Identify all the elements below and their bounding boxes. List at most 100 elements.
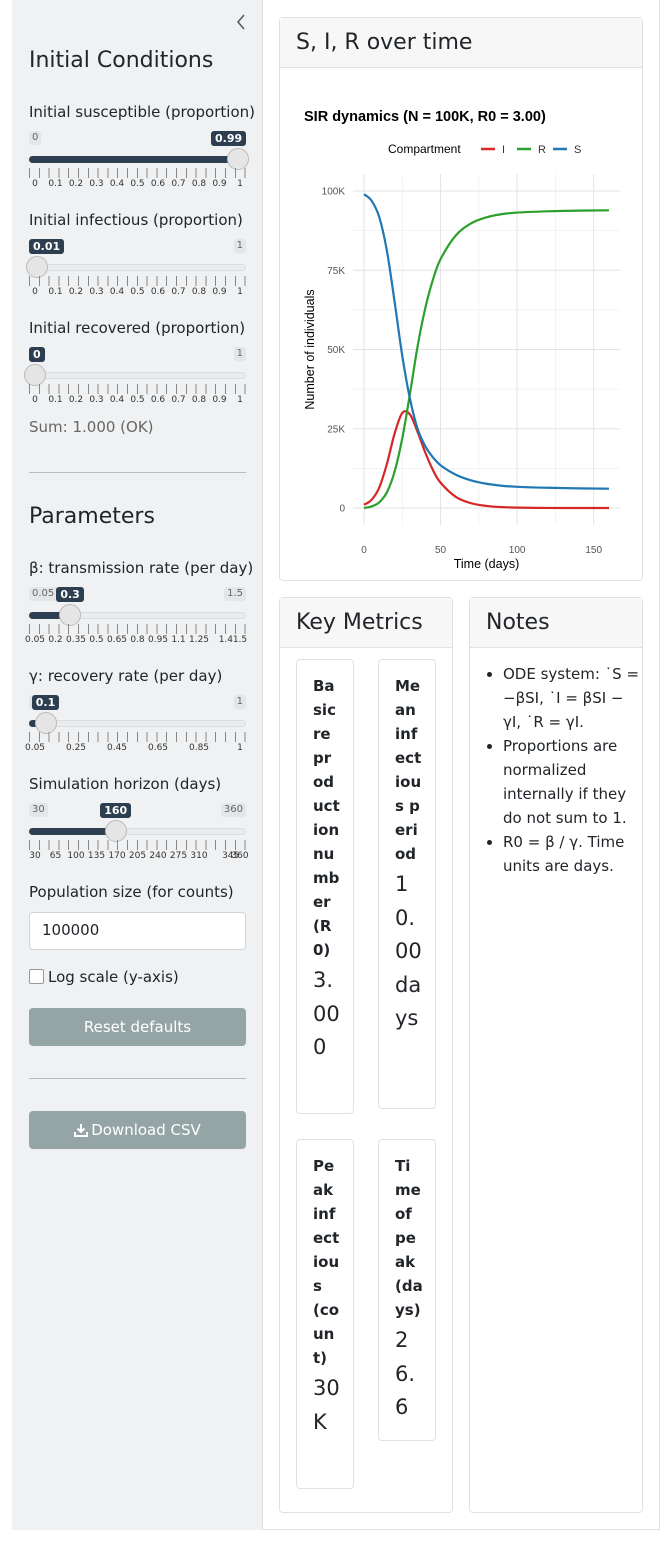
chevron-left-icon[interactable] — [236, 14, 246, 35]
slider-tick-label: 1.4 — [218, 635, 234, 645]
sum-status-text: Sum: 1.000 (OK) — [29, 418, 154, 436]
x-tick-label: 50 — [435, 545, 447, 556]
log-scale-checkbox[interactable] — [29, 969, 44, 984]
key-metrics-title: Key Metrics — [280, 598, 452, 648]
recovered-label: Initial recovered (proportion) — [29, 319, 246, 337]
slider-tick-label: 0.4 — [109, 395, 125, 405]
gamma-label: γ: recovery rate (per day) — [29, 667, 223, 685]
slider-tick-label: 0.2 — [68, 179, 84, 189]
slider-tick-label: 0.3 — [89, 179, 104, 189]
slider-handle[interactable] — [59, 604, 82, 626]
note-item: R0 = β / γ. Time units are days. — [503, 830, 642, 878]
slider-tick-label: 0.4 — [109, 287, 125, 297]
divider — [29, 472, 246, 473]
slider-tick-label: 0.9 — [212, 287, 227, 297]
slider-tick-label: 0.05 — [24, 743, 46, 753]
download-csv-button[interactable]: Download CSV — [29, 1111, 246, 1149]
susceptible-label: Initial susceptible (proportion) — [29, 103, 255, 121]
series-line-I — [363, 410, 610, 510]
parameters-title: Parameters — [29, 504, 155, 529]
slider-tick-label: 0.7 — [171, 287, 186, 297]
beta-slider[interactable]: 0.05 1.5 0.3 0.05 0.2 0.35 0.5 0.65 0.8 0.95 1.1 1.… — [25, 587, 247, 657]
slider-fill — [29, 156, 238, 163]
chart-title: SIR dynamics (N = 100K, R0 = 3.00) — [304, 109, 546, 125]
recovered-slider[interactable]: 01000.10.20.30.40.50.60.70.80.91 — [24, 347, 246, 417]
slider-tick-label: 0.85 — [188, 743, 210, 753]
download-icon — [74, 1113, 89, 1151]
slider-min-label: 30 — [29, 803, 48, 817]
slider-track[interactable] — [29, 372, 246, 379]
slider-ticks — [29, 276, 246, 286]
slider-ticks — [29, 840, 246, 850]
slider-tick-label: 135 — [87, 851, 106, 861]
slider-tick-label: 0.8 — [191, 179, 207, 189]
slider-tick-label: 0 — [32, 179, 38, 189]
slider-handle[interactable] — [24, 364, 46, 386]
y-axis-label: Number of individuals — [303, 289, 317, 409]
slider-tick-label: 0.1 — [48, 395, 63, 405]
slider-tick-labels: 0 0.1 0.2 0.3 0.4 0.5 0.6 0.7 0.8 0.9 1 — [29, 287, 246, 299]
metric-title: Peak infectious (count) — [313, 1157, 340, 1367]
slider-tick-label: 0.6 — [150, 179, 166, 189]
metric-value: 3.000 — [313, 968, 340, 1059]
legend-title: Compartment — [388, 142, 461, 156]
slider-tick-label: 0.5 — [130, 287, 145, 297]
infectious-slider[interactable]: 0 1 0.01 0 0.1 0.2 0.3 0.4 0.5 0.6 0.7 0.8 0.9 1 — [26, 239, 246, 309]
legend-label: R — [538, 144, 546, 156]
susceptible-slider[interactable]: 0 1 0.99 0 0.1 0.2 0.3 0.4 0.5 0.6 0.7 0.8 0.9 1 — [29, 131, 249, 201]
slider-value-bubble: 0 — [29, 347, 45, 362]
slider-tick-label: 0.3 — [89, 395, 104, 405]
slider-tick-label: 0.5 — [130, 179, 145, 189]
sidebar: Initial Conditions Initial susceptible (… — [12, 0, 263, 1530]
slider-tick-label: 240 — [149, 851, 167, 861]
note-item: ODE system: ˙S = −βSI, ˙I = βSI − γI, ˙R… — [503, 662, 642, 734]
slider-tick-label: 0.35 — [65, 635, 87, 645]
slider-tick-label: 0.65 — [106, 635, 128, 645]
slider-tick-label: 0.05 — [24, 635, 46, 645]
slider-tick-label: 30 — [29, 851, 41, 861]
slider-min-label: 0.05 — [29, 587, 58, 601]
metric-title: Mean infectious period — [395, 677, 422, 863]
slider-min-label: 0 — [29, 131, 42, 145]
slider-value-bubble: 0.1 — [31, 695, 60, 710]
slider-max-label: 360 — [220, 803, 246, 817]
note-item: Proportions are normalized internally if… — [503, 734, 642, 830]
slider-handle[interactable] — [104, 820, 127, 842]
slider-tick-label: 0 — [32, 287, 38, 297]
slider-fill — [29, 612, 71, 619]
metric-box-infectious-period: Mean infectious period 10.00 days — [378, 659, 436, 1109]
slider-tick-labels: 0.05 0.25 0.45 0.65 0.85 1 — [25, 743, 246, 755]
metric-title: Time of peak (days) — [395, 1157, 423, 1319]
slider-track[interactable] — [29, 264, 246, 271]
gamma-slider[interactable]: 0.05 1 0.1 0.05 0.25 0.45 0.65 0.85 1 — [25, 695, 246, 765]
legend-label: I — [502, 144, 505, 156]
reset-defaults-button[interactable]: Reset defaults — [29, 1008, 246, 1046]
population-input[interactable]: 100000 — [29, 912, 246, 950]
notes-title: Notes — [470, 598, 642, 648]
legend-label: S — [574, 144, 581, 156]
slider-tick-label: 0.6 — [150, 287, 166, 297]
metric-box-time-of-peak: Time of peak (days) 26.6 — [378, 1139, 436, 1441]
y-tick-label: 100K — [322, 187, 346, 198]
slider-handle[interactable] — [26, 256, 49, 278]
horizon-slider[interactable]: 30 360 160 30 65 100 135 170 205 240 275 310 345 360 — [29, 803, 249, 873]
slider-track[interactable] — [29, 720, 246, 727]
y-tick-label: 50K — [327, 345, 345, 356]
slider-tick-label: 0.1 — [48, 179, 63, 189]
slider-tick-label: 0.5 — [130, 395, 145, 405]
x-tick-label: 100 — [509, 545, 526, 556]
slider-ticks — [29, 624, 246, 634]
slider-tick-label: 65 — [49, 851, 62, 861]
infectious-label: Initial infectious (proportion) — [29, 211, 243, 229]
key-metrics-card: Key Metrics Basic reproduction number (R… — [279, 597, 453, 1513]
slider-handle[interactable] — [226, 148, 249, 170]
x-tick-label: 150 — [585, 545, 602, 556]
slider-tick-label: 0.65 — [147, 743, 169, 753]
slider-tick-label: 100 — [67, 851, 85, 861]
y-tick-label: 25K — [327, 424, 345, 435]
horizon-label: Simulation horizon (days) — [29, 775, 222, 793]
y-tick-label: 0 — [339, 504, 345, 515]
slider-tick-label: 0.5 — [89, 635, 104, 645]
log-scale-row[interactable]: Log scale (y-axis) — [29, 968, 179, 986]
slider-handle[interactable] — [34, 712, 57, 734]
